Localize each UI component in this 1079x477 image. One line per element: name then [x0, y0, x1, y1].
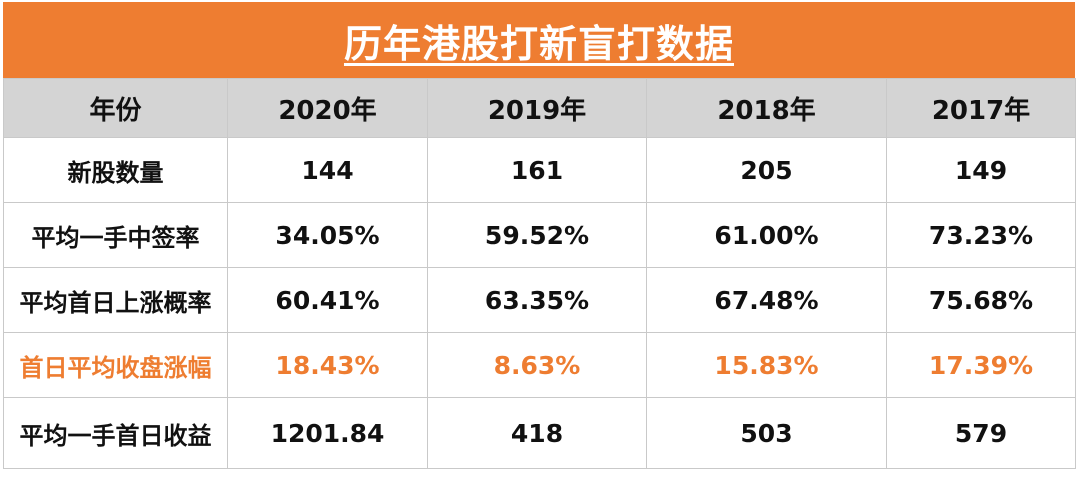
- table-cell: 63.35%: [427, 267, 647, 333]
- table-cell: 579: [886, 397, 1076, 469]
- table-cell: 18.43%: [227, 332, 428, 398]
- row-label: 平均一手首日收益: [3, 397, 228, 469]
- table-cell: 149: [886, 137, 1076, 203]
- table-cell: 503: [646, 397, 887, 469]
- title-banner: 历年港股打新盲打数据: [3, 2, 1075, 78]
- table-row-first-day-return-per-lot: 平均一手首日收益 1201.84 418 503 579: [3, 397, 1076, 469]
- table-cell: 59.52%: [427, 202, 647, 268]
- header-year-2020: 2020年: [227, 78, 428, 138]
- row-label: 平均一手中签率: [3, 202, 228, 268]
- table-cell: 1201.84: [227, 397, 428, 469]
- row-label: 平均首日上涨概率: [3, 267, 228, 333]
- table-cell: 17.39%: [886, 332, 1076, 398]
- header-year-2019: 2019年: [427, 78, 647, 138]
- table-cell: 144: [227, 137, 428, 203]
- header-year-2018: 2018年: [646, 78, 887, 138]
- table-cell: 8.63%: [427, 332, 647, 398]
- row-label: 首日平均收盘涨幅: [3, 332, 228, 398]
- table-row-first-day-close-gain: 首日平均收盘涨幅 18.43% 8.63% 15.83% 17.39%: [3, 332, 1076, 398]
- table-header-row: 年份 2020年 2019年 2018年 2017年: [3, 78, 1076, 138]
- table-cell: 418: [427, 397, 647, 469]
- table-cell: 205: [646, 137, 887, 203]
- table-cell: 15.83%: [646, 332, 887, 398]
- table-cell: 67.48%: [646, 267, 887, 333]
- table-cell: 161: [427, 137, 647, 203]
- table-row-new-listings: 新股数量 144 161 205 149: [3, 137, 1076, 203]
- table-row-first-day-rise-probability: 平均首日上涨概率 60.41% 63.35% 67.48% 75.68%: [3, 267, 1076, 333]
- table-cell: 61.00%: [646, 202, 887, 268]
- ipo-stats-table: 年份 2020年 2019年 2018年 2017年 新股数量 144 161 …: [3, 78, 1076, 469]
- header-label-cell: 年份: [3, 78, 228, 138]
- page-title: 历年港股打新盲打数据: [343, 21, 734, 66]
- table-row-allotment-rate: 平均一手中签率 34.05% 59.52% 61.00% 73.23%: [3, 202, 1076, 268]
- table-cell: 73.23%: [886, 202, 1076, 268]
- row-label: 新股数量: [3, 137, 228, 203]
- header-year-2017: 2017年: [886, 78, 1076, 138]
- table-cell: 34.05%: [227, 202, 428, 268]
- table-cell: 60.41%: [227, 267, 428, 333]
- table-cell: 75.68%: [886, 267, 1076, 333]
